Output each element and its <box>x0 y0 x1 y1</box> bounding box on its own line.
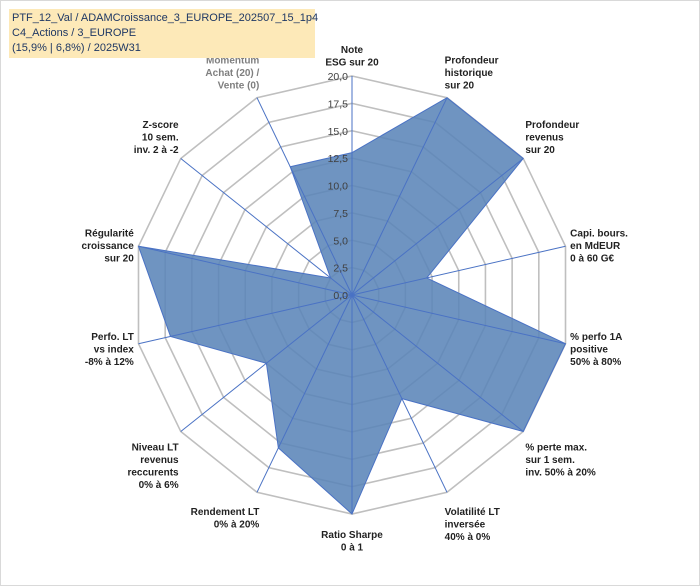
axis-label: Volatilité LT inversée 40% à 0% <box>445 507 500 543</box>
info-line-category: C4_Actions / 3_EUROPE <box>12 27 137 39</box>
axis-spoke <box>138 294 353 345</box>
axis-spoke <box>256 97 353 296</box>
axis-label: Profondeur historique sur 20 <box>445 55 499 91</box>
axis-label: Z-score 10 sem. inv. 2 à -2 <box>134 120 179 156</box>
axis-label: % perte max. sur 1 sem. inv. 50% à 20% <box>525 443 596 479</box>
axis-spoke <box>180 158 353 296</box>
axis-spoke <box>351 294 524 432</box>
radar-tick-labels: 0,0 2,5 5,0 7,5 10,0 12,5 15,0 17,5 20,0 <box>328 71 349 302</box>
axis-spoke <box>256 294 353 493</box>
axis-label: Profondeur revenus sur 20 <box>525 120 579 156</box>
tick-label: 17,5 <box>328 98 349 110</box>
axis-label: Rendement LT 0% à 20% <box>191 507 260 531</box>
axis-spoke <box>138 245 353 296</box>
axis-label: Capi. bours. en MdEUR 0 à 60 G€ <box>570 229 628 265</box>
axis-label: Ratio Sharpe 0 à 1 <box>321 530 383 554</box>
tick-label: 20,0 <box>328 71 349 83</box>
tick-label: 7,5 <box>333 208 348 220</box>
axis-label: Momentum Achat (20) / Vente (0) <box>205 55 259 91</box>
axis-spoke <box>351 158 524 296</box>
axis-spoke <box>351 245 566 296</box>
axis-spoke <box>351 97 448 296</box>
axis-label: Régularité croissance sur 20 <box>82 229 135 265</box>
tick-label: 5,0 <box>333 235 348 247</box>
tick-label: 0,0 <box>333 290 348 302</box>
tick-label: 10,0 <box>328 181 349 193</box>
axis-spoke <box>180 294 353 432</box>
axis-label: Perfo. LT vs index -8% à 12% <box>85 332 134 368</box>
tick-label: 2,5 <box>333 263 348 275</box>
tick-label: 15,0 <box>328 126 349 138</box>
axis-label: Note ESG sur 20 <box>325 45 379 69</box>
axis-spoke <box>351 294 566 345</box>
axis-label: % perfo 1A positive 50% à 80% <box>570 332 622 368</box>
info-line-portfolio: PTF_12_Val / ADAMCroissance_3_EUROPE_202… <box>12 12 319 24</box>
axis-spoke <box>351 294 448 493</box>
info-line-metrics: (15,9% | 6,8%) / 2025W31 <box>12 42 141 54</box>
tick-label: 12,5 <box>328 153 349 165</box>
chart-info-box: PTF_12_Val / ADAMCroissance_3_EUROPE_202… <box>9 9 319 58</box>
axis-label: Niveau LT revenus reccurents 0% à 6% <box>127 443 179 492</box>
radar-spokes <box>138 76 566 514</box>
radar-axis-labels: Note ESG sur 20 Profondeur historique sur 20… <box>82 45 629 554</box>
